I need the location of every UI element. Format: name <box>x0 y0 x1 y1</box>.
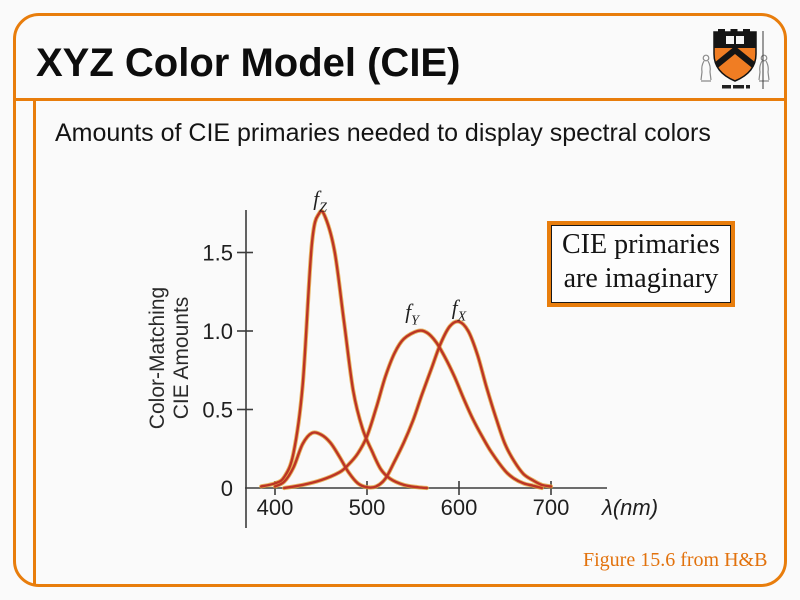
shield-open-book <box>726 36 744 44</box>
x-tick-label: 600 <box>441 495 478 520</box>
callout-line-2: are imaginary <box>563 263 719 294</box>
callout-inner-border: CIE primaries are imaginary <box>551 225 731 303</box>
x-tick-label: 500 <box>349 495 386 520</box>
y-tick-label: 1.0 <box>202 319 233 344</box>
curve-fringe-fX <box>272 319 554 490</box>
y-tick-label: 0 <box>221 476 233 501</box>
shield-motto-banner <box>722 85 750 89</box>
cie-primaries-callout: CIE primaries are imaginary <box>547 221 735 307</box>
curve-fY <box>283 329 543 490</box>
title-divider <box>14 98 786 101</box>
curve-label-fZ: fZ <box>313 186 327 215</box>
princeton-shield-logo <box>700 29 770 89</box>
x-axis-title: λ(nm) <box>601 495 658 520</box>
shield-supporters <box>700 54 770 82</box>
slide-frame-border <box>13 13 787 587</box>
shield-chevron <box>714 46 756 71</box>
curve-fZ <box>260 209 428 490</box>
x-tick-label: 700 <box>533 495 570 520</box>
curve-label-fY: fY <box>405 299 421 328</box>
y-tick-label: 1.5 <box>202 241 233 266</box>
page-title: XYZ Color Model (CIE) <box>36 41 461 85</box>
curve-fX <box>273 320 553 489</box>
left-vertical-divider <box>33 100 36 584</box>
curve-fringe-fY <box>282 328 544 491</box>
callout-line-1: CIE primaries <box>562 229 720 260</box>
y-tick-label: 0.5 <box>202 398 233 423</box>
subtitle: Amounts of CIE primaries needed to displ… <box>55 119 711 147</box>
x-tick-label: 400 <box>257 495 294 520</box>
figure-credit: Figure 15.6 from H&B <box>583 549 768 571</box>
y-axis-title: CIE Amounts <box>170 297 193 420</box>
y-axis-title: Color-Matching <box>146 287 169 429</box>
